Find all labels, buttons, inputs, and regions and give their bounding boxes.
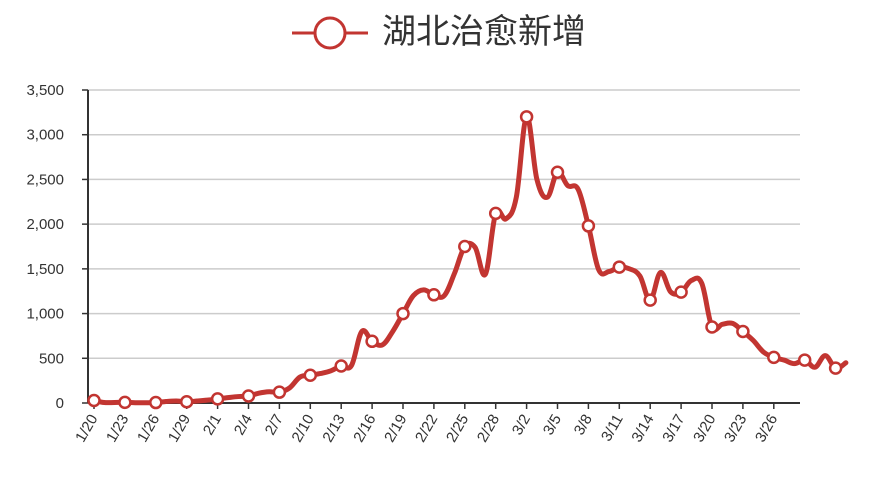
y-tick-label: 0 <box>56 395 64 412</box>
x-tick-label: 1/23 <box>103 412 132 446</box>
y-axis-ticks: 0 500 1,000 1,500 2,000 2,500 3,000 3,500 <box>26 82 88 412</box>
y-tick-label: 2,500 <box>26 171 64 188</box>
x-tick-label: 3/20 <box>690 412 719 446</box>
x-tick-label: 2/10 <box>288 412 317 446</box>
data-point-marker[interactable] <box>828 361 843 375</box>
data-point-marker[interactable] <box>87 393 101 408</box>
x-tick-label: 3/11 <box>598 412 627 445</box>
data-point-marker[interactable] <box>272 385 287 399</box>
markers-group <box>87 110 843 410</box>
x-tick-label: 2/19 <box>381 412 410 446</box>
legend-label: 湖北治愈新增 <box>382 12 586 52</box>
gridlines <box>88 89 800 360</box>
data-point-marker[interactable] <box>210 392 225 406</box>
y-tick-label: 2,000 <box>26 216 64 233</box>
x-tick-label: 1/20 <box>72 412 101 446</box>
data-point-marker[interactable] <box>179 394 194 409</box>
x-tick-label: 3/23 <box>721 412 750 446</box>
x-tick-label: 2/22 <box>412 412 441 446</box>
x-axis-ticks: 1/20 1/23 1/26 1/29 2/1 2/4 2/7 2/10 2/13 2/16 2/1… <box>72 403 781 445</box>
x-tick-label: 3/17 <box>659 412 688 446</box>
data-point-marker[interactable] <box>334 359 348 373</box>
data-point-marker[interactable] <box>736 324 750 339</box>
data-point-marker[interactable] <box>149 395 163 410</box>
data-point-marker[interactable] <box>550 165 565 180</box>
data-point-marker[interactable] <box>427 288 441 302</box>
data-point-marker[interactable] <box>365 334 379 349</box>
legend-marker-icon <box>313 16 347 50</box>
y-tick-label: 1,500 <box>26 261 64 278</box>
data-point-marker[interactable] <box>458 239 472 254</box>
x-tick-label: 3/8 <box>571 412 596 439</box>
data-point-marker[interactable] <box>519 110 534 124</box>
x-tick-label: 2/13 <box>319 412 348 446</box>
data-point-marker[interactable] <box>581 219 596 233</box>
data-point-marker[interactable] <box>797 353 812 367</box>
axes <box>87 90 800 404</box>
data-point-marker[interactable] <box>674 285 688 299</box>
data-point-marker[interactable] <box>396 306 410 321</box>
y-tick-label: 3,000 <box>26 127 64 144</box>
data-point-marker[interactable] <box>241 389 256 403</box>
data-point-marker[interactable] <box>767 350 781 365</box>
series-group <box>91 114 849 406</box>
series-line <box>91 114 849 406</box>
data-point-marker[interactable] <box>118 395 132 410</box>
x-tick-label: 1/26 <box>134 412 163 446</box>
x-tick-label: 2/28 <box>474 412 503 446</box>
data-point-marker[interactable] <box>612 260 627 274</box>
data-point-marker[interactable] <box>643 293 657 307</box>
x-tick-label: 2/4 <box>231 412 256 439</box>
x-tick-label: 2/1 <box>200 412 225 439</box>
legend[interactable]: 湖北治愈新增 <box>292 12 586 52</box>
data-point-marker[interactable] <box>488 206 503 221</box>
x-tick-label: 3/2 <box>509 412 534 439</box>
y-tick-label: 3,500 <box>26 82 64 99</box>
x-tick-label: 2/7 <box>262 412 287 439</box>
x-tick-label: 1/29 <box>165 412 194 446</box>
y-tick-label: 1,000 <box>26 306 64 323</box>
x-tick-label: 2/16 <box>350 412 379 446</box>
data-point-marker[interactable] <box>303 368 318 383</box>
y-tick-label: 500 <box>39 350 64 367</box>
x-tick-label: 3/5 <box>540 412 565 439</box>
data-point-marker[interactable] <box>705 320 719 334</box>
x-tick-label: 2/25 <box>443 412 472 446</box>
x-tick-label: 3/26 <box>752 412 781 446</box>
x-tick-label: 3/14 <box>628 412 657 446</box>
